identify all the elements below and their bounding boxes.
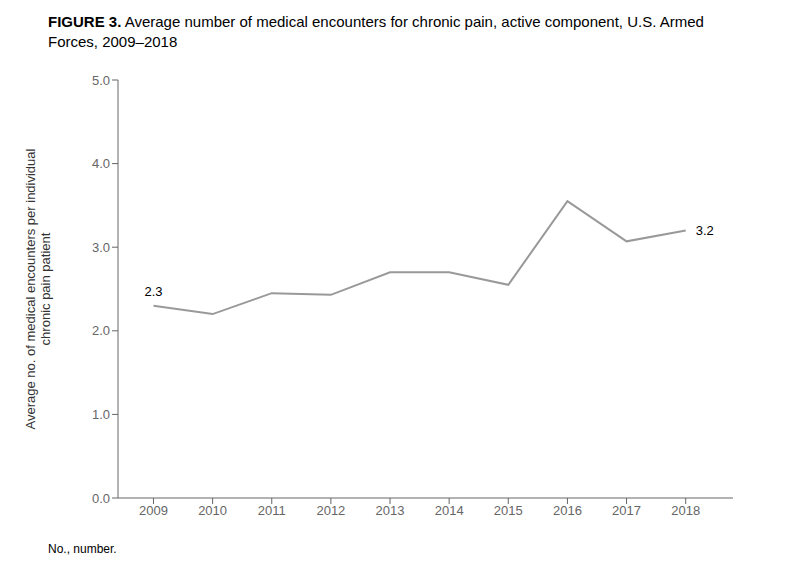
svg-text:1.0: 1.0 xyxy=(92,407,110,422)
html-text:FIGURE 3. Average number of me: FIGURE 3. Average number of medical enco… xyxy=(48,13,704,50)
svg-text:2013: 2013 xyxy=(376,503,405,518)
svg-text:2009: 2009 xyxy=(139,503,168,518)
html-text:No., number.: No., number. xyxy=(48,542,117,556)
svg-text:4.0: 4.0 xyxy=(92,156,110,171)
svg-text:3.0: 3.0 xyxy=(92,240,110,255)
svg-text:2015: 2015 xyxy=(494,503,523,518)
svg-text:2017: 2017 xyxy=(612,503,641,518)
svg-text:2010: 2010 xyxy=(198,503,227,518)
svg-text:Average no. of medical encount: Average no. of medical encounters per in… xyxy=(23,148,53,429)
svg-text:2014: 2014 xyxy=(435,503,464,518)
svg-text:2016: 2016 xyxy=(553,503,582,518)
svg-text:3.2: 3.2 xyxy=(696,223,714,238)
svg-text:5.0: 5.0 xyxy=(92,73,110,88)
svg-text:2012: 2012 xyxy=(316,503,345,518)
svg-text:2.3: 2.3 xyxy=(144,284,162,299)
svg-text:0.0: 0.0 xyxy=(92,491,110,506)
svg-text:2011: 2011 xyxy=(258,503,286,518)
svg-text:2.0: 2.0 xyxy=(92,323,110,338)
svg-text:2018: 2018 xyxy=(671,503,700,518)
